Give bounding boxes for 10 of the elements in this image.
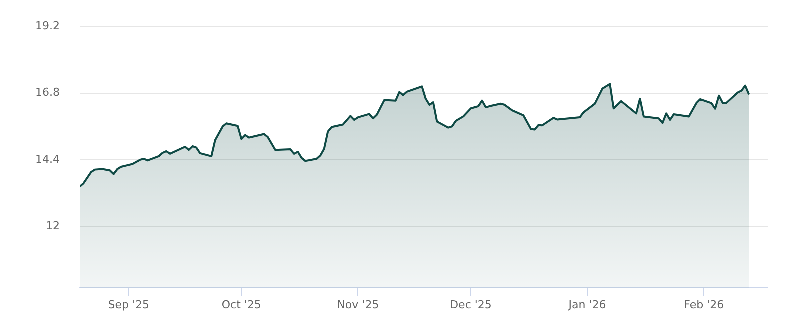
x-tick-label: Dec '25 (450, 298, 492, 312)
x-tick-label: Jan '26 (568, 298, 606, 312)
y-tick-label: 14.4 (36, 152, 60, 166)
x-tick-label: Nov '25 (337, 298, 380, 312)
y-tick-label: 16.8 (36, 86, 60, 100)
y-tick-label: 12 (46, 220, 60, 233)
x-tick-label: Sep '25 (108, 298, 150, 312)
y-tick-label: 19.2 (36, 19, 60, 32)
x-tick-label: Oct '25 (222, 298, 262, 312)
x-tick-label: Feb '26 (684, 298, 724, 312)
